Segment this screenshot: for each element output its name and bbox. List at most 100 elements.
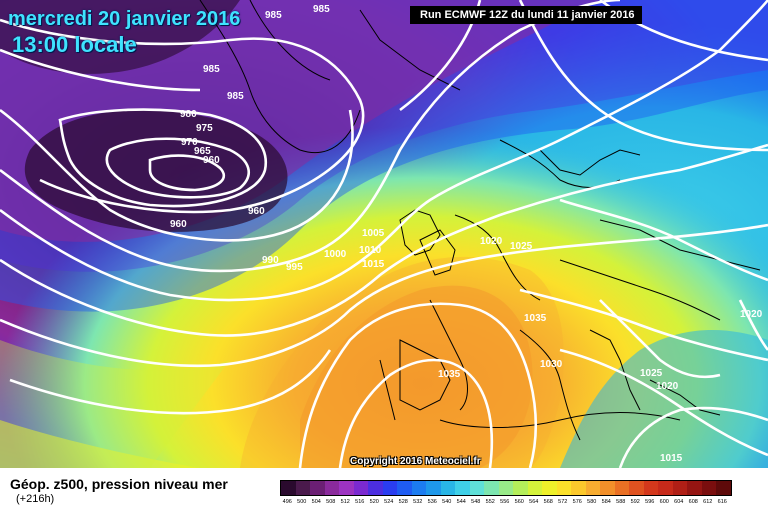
forecast-date: mercredi 20 janvier 2016 [8,8,241,30]
color-scale-tick: 604 [674,499,684,505]
color-scale-tick: 600 [659,499,669,505]
color-swatch [571,481,586,495]
isobar-label: 960 [248,206,265,217]
isobar-label: 985 [227,91,244,102]
color-swatch [498,481,513,495]
legend-title: Géop. z500, pression niveau mer [10,476,228,492]
isobar-label: 965 [194,146,211,157]
isobar-label: 995 [286,262,303,273]
color-scale-tick: 540 [442,499,452,505]
color-scale-tick: 524 [384,499,394,505]
isobars [0,0,768,468]
color-scale-tick: 512 [340,499,350,505]
color-scale-tick: 496 [282,499,292,505]
color-scale-tick: 528 [398,499,408,505]
color-swatch [687,481,702,495]
color-swatch [455,481,470,495]
color-scale-tick: 580 [587,499,597,505]
isobar-label: 1010 [359,245,382,256]
color-swatch [281,481,296,495]
color-scale-tick: 516 [355,499,365,505]
color-scale-tick: 588 [616,499,626,505]
isobar-label: 985 [313,4,330,15]
color-scale-tick: 556 [500,499,510,505]
color-swatch [339,481,354,495]
color-swatch [469,481,484,495]
color-scale-tick: 608 [688,499,698,505]
color-swatch [397,481,412,495]
color-swatch [542,481,557,495]
color-swatch [382,481,397,495]
color-scale-tick: 500 [297,499,307,505]
forecast-time: 13:00 locale [12,32,137,57]
color-swatch [368,481,383,495]
isobar-label: 970 [181,137,198,148]
color-swatch [701,481,716,495]
color-swatch [643,481,658,495]
color-scale-tick: 520 [369,499,379,505]
color-swatch [513,481,528,495]
color-swatch [353,481,368,495]
color-swatch [672,481,687,495]
color-scale-tick: 536 [427,499,437,505]
color-swatch [440,481,455,495]
color-swatch [484,481,499,495]
isobar-label: 1025 [510,241,533,252]
isobar-label: 1020 [740,309,763,320]
isobar-label: 960 [170,219,187,230]
isobar-label: 985 [203,64,220,75]
isobar-label: 960 [203,155,220,166]
color-scale-tick: 548 [471,499,481,505]
isobar-label: 1030 [540,359,563,370]
color-swatch [629,481,644,495]
color-swatch [614,481,629,495]
isobar-label: 1025 [640,368,663,379]
isobar-label: 975 [196,123,213,134]
color-swatch [585,481,600,495]
color-swatch [295,481,310,495]
isobar-label: 1020 [656,381,679,392]
color-scale-tick: 584 [601,499,611,505]
isobar-label: 985 [265,10,282,21]
isobar-label: 1035 [524,313,547,324]
coastlines [199,0,761,441]
color-scale-tick: 504 [311,499,321,505]
isobar-label: 1035 [438,369,461,380]
color-scale-tick: 612 [703,499,713,505]
isobar-label: 990 [262,255,279,266]
isobar-label: 1015 [362,259,385,270]
color-scale-tick: 544 [456,499,466,505]
isobar-label: 980 [180,109,197,120]
color-swatch [716,481,731,495]
color-swatch [310,481,325,495]
color-scale-ticks: 496 500 504 508 512 516 520 524 528 532 536 540 544 5… [280,499,730,505]
copyright-notice: Copyright 2016 Meteociel.fr [350,456,481,467]
color-scale-tick: 564 [529,499,539,505]
color-swatch [658,481,673,495]
isobar-label: 1005 [362,228,385,239]
color-swatch [556,481,571,495]
color-scale-tick: 572 [558,499,568,505]
color-swatch [527,481,542,495]
isobar-label: 1015 [660,453,683,464]
color-swatch [600,481,615,495]
color-scale-tick: 532 [413,499,423,505]
color-swatch [411,481,426,495]
color-swatch [324,481,339,495]
color-scale-tick: 592 [630,499,640,505]
model-run-label: Run ECMWF 12Z du lundi 11 janvier 2016 [410,6,642,24]
color-scale-tick: 560 [514,499,524,505]
color-scale-tick: 508 [326,499,336,505]
color-scale-tick: 576 [572,499,582,505]
isobar-label: 1020 [480,236,503,247]
geopotential-map: 985 985 985 985 980 975 970 965 960 960 … [0,0,768,468]
color-scale-tick: 596 [645,499,655,505]
color-scale-tick: 552 [485,499,495,505]
color-scale-tick: 568 [543,499,553,505]
isobar-labels: 985 985 985 985 980 975 970 965 960 960 … [170,4,763,464]
isobar-label: 1000 [324,249,347,260]
color-scale-bar [280,480,732,496]
color-scale-tick: 616 [717,499,727,505]
color-swatch [426,481,441,495]
